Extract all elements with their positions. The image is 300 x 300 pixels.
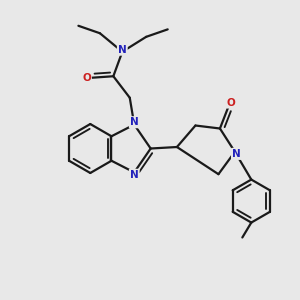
Text: N: N <box>130 170 139 180</box>
Text: N: N <box>130 117 139 127</box>
Text: N: N <box>118 45 127 55</box>
Text: N: N <box>232 149 241 159</box>
Text: O: O <box>82 73 91 83</box>
Text: O: O <box>227 98 236 107</box>
